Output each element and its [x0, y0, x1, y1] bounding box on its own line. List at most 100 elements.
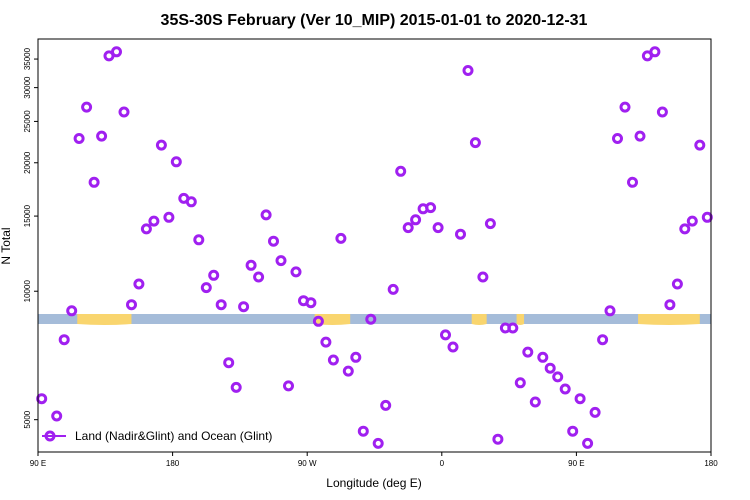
data-point — [140, 223, 152, 235]
data-point — [604, 305, 616, 317]
land-segment — [638, 314, 700, 325]
data-point — [148, 215, 160, 227]
legend-label: Land (Nadir&Glint) and Ocean (Glint) — [75, 429, 272, 443]
data-point — [170, 156, 182, 168]
data-point — [589, 406, 601, 418]
data-point — [111, 46, 122, 58]
data-point — [447, 341, 459, 353]
data-point — [268, 235, 279, 247]
data-point — [582, 437, 594, 449]
data-point — [395, 165, 407, 177]
x-tick-label: 180 — [704, 459, 718, 468]
data-point — [253, 271, 265, 283]
land-segment — [471, 314, 487, 325]
data-point — [357, 425, 369, 437]
data-point — [462, 65, 474, 76]
data-point — [185, 196, 197, 208]
chart-title: 35S-30S February (Ver 10_MIP) 2015-01-01… — [161, 12, 588, 29]
data-point — [81, 101, 93, 113]
x-tick-label: 90 W — [298, 459, 317, 468]
data-point — [552, 371, 564, 383]
data-point — [387, 283, 399, 295]
data-point — [634, 130, 646, 142]
data-point — [537, 351, 549, 363]
x-axis-label: Longitude (deg E) — [326, 476, 421, 490]
data-point — [312, 315, 324, 327]
data-point — [126, 299, 137, 311]
legend-marker-swatch — [44, 430, 56, 442]
data-point — [402, 222, 414, 234]
data-point — [484, 218, 496, 230]
data-point — [163, 211, 175, 223]
data-point — [290, 266, 302, 278]
data-point — [133, 278, 145, 290]
x-tick-label: 90 E — [568, 459, 584, 468]
data-point — [96, 130, 108, 142]
data-point — [410, 214, 422, 226]
y-axis-label: N Total — [0, 227, 13, 264]
y-axis: 5000 10000 15000 20000 25000 30000 35000 — [23, 47, 38, 429]
y-tick-label: 10000 — [23, 280, 32, 303]
data-point — [664, 299, 676, 311]
data-point — [365, 313, 377, 325]
data-point — [200, 282, 212, 294]
data-point — [208, 269, 220, 281]
data-point — [245, 259, 257, 271]
x-axis: 90 E 180 90 W 0 90 E 180 — [30, 452, 718, 468]
data-point — [335, 232, 347, 244]
data-point — [522, 346, 534, 358]
data-point — [372, 437, 384, 449]
data-point — [597, 334, 609, 346]
data-point — [118, 106, 130, 118]
legend: Land (Nadir&Glint) and Ocean (Glint) — [42, 429, 272, 443]
data-point — [425, 202, 437, 214]
data-point — [440, 329, 451, 341]
data-point — [305, 297, 317, 309]
data-point — [544, 362, 556, 374]
data-point — [88, 176, 100, 188]
data-point — [155, 139, 167, 151]
data-point — [507, 322, 519, 334]
data-point — [492, 433, 504, 445]
x-tick-label: 90 E — [30, 459, 46, 468]
data-point — [649, 46, 661, 58]
y-tick-label: 25000 — [23, 110, 32, 133]
y-tick-label: 30000 — [23, 76, 32, 99]
data-point — [679, 223, 691, 235]
data-point — [51, 410, 63, 422]
x-tick-label: 180 — [166, 459, 180, 468]
data-point — [260, 209, 272, 221]
data-point — [193, 234, 205, 246]
data-point — [73, 133, 85, 144]
data-point — [559, 383, 571, 395]
data-point — [627, 176, 638, 188]
data-point — [469, 137, 481, 149]
land-segment — [77, 314, 132, 325]
data-point — [455, 228, 466, 240]
data-point — [342, 365, 354, 377]
land-segment — [516, 314, 525, 325]
y-tick-label: 20000 — [23, 151, 32, 174]
data-point — [320, 336, 332, 348]
data-point — [380, 399, 392, 411]
data-point — [656, 106, 668, 118]
y-tick-label: 35000 — [23, 47, 32, 70]
data-point — [58, 334, 70, 346]
data-point — [694, 139, 706, 151]
data-point — [66, 305, 78, 317]
data-point — [350, 351, 362, 363]
data-point — [238, 301, 250, 313]
data-point — [215, 299, 227, 311]
data-point — [567, 425, 579, 437]
data-point — [619, 101, 631, 113]
data-point — [275, 255, 287, 267]
data-point — [529, 396, 541, 408]
data-point — [514, 377, 526, 389]
data-point — [671, 278, 683, 290]
data-point — [327, 354, 339, 366]
y-tick-label: 5000 — [23, 410, 32, 428]
data-point — [477, 271, 489, 283]
x-tick-label: 0 — [440, 459, 445, 468]
